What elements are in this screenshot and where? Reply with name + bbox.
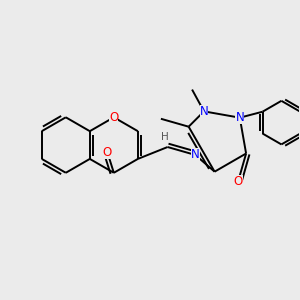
Text: N: N: [236, 111, 244, 124]
Text: O: O: [234, 175, 243, 188]
Text: O: O: [103, 146, 112, 159]
Text: H: H: [161, 132, 169, 142]
Text: N: N: [200, 105, 208, 118]
Text: O: O: [109, 111, 119, 124]
Text: N: N: [191, 148, 200, 161]
